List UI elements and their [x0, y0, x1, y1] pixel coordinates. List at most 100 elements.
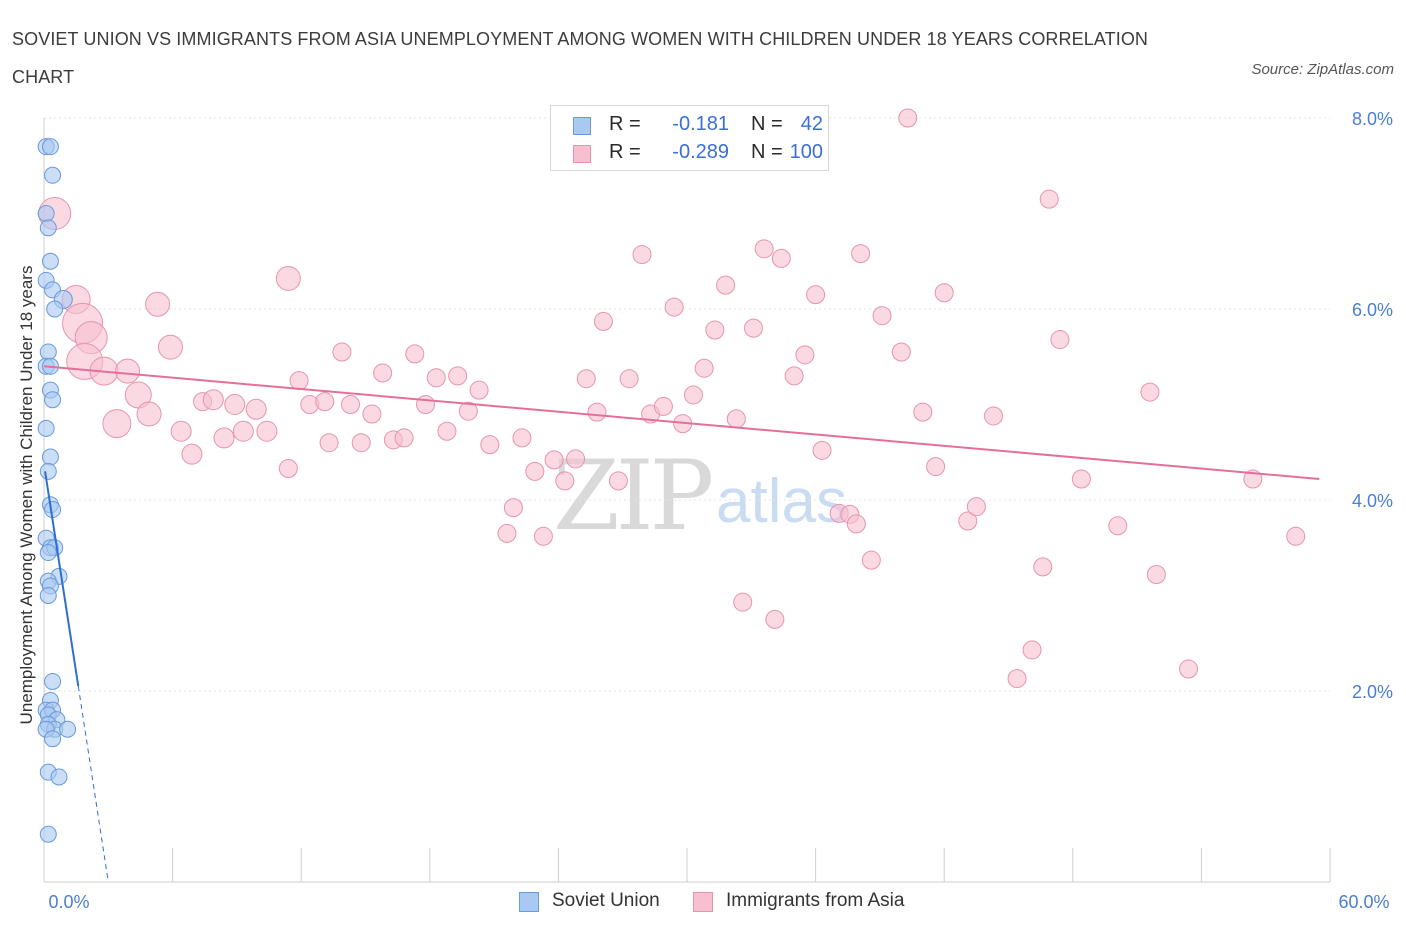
y-axis-title: Unemployment Among Women with Children U…: [17, 266, 36, 725]
r-label: R =: [609, 141, 641, 163]
point-immigrants-from-asia: [934, 283, 954, 303]
point-soviet-union: [39, 462, 57, 480]
point-immigrants-from-asia: [683, 385, 703, 405]
point-immigrants-from-asia: [664, 297, 684, 317]
point-immigrants-from-asia: [245, 398, 267, 420]
point-immigrants-from-asia: [256, 420, 278, 442]
point-immigrants-from-asia: [170, 420, 192, 442]
x-axis-ticks: [43, 848, 1331, 882]
point-soviet-union: [44, 166, 62, 184]
point-immigrants-from-asia: [795, 345, 815, 365]
point-immigrants-from-asia: [1039, 189, 1059, 209]
point-immigrants-from-asia: [1033, 557, 1053, 577]
point-immigrants-from-asia: [533, 526, 553, 546]
legend-label-immigrants-from-asia: Immigrants from Asia: [726, 890, 905, 911]
point-immigrants-from-asia: [458, 401, 478, 421]
point-immigrants-from-asia: [469, 380, 489, 400]
point-immigrants-from-asia: [232, 420, 254, 442]
source-label: Source: ZipAtlas.com: [1251, 61, 1394, 78]
point-immigrants-from-asia: [566, 449, 586, 469]
point-soviet-union: [41, 138, 59, 156]
point-immigrants-from-asia: [275, 265, 301, 291]
point-immigrants-from-asia: [694, 358, 714, 378]
series-legend: Soviet Union Immigrants from Asia: [0, 889, 1406, 915]
trend-lines: [43, 365, 1320, 883]
point-immigrants-from-asia: [632, 245, 652, 265]
trend-line-immigrants-from-asia: [43, 365, 1320, 480]
point-immigrants-from-asia: [202, 389, 224, 411]
y-tick-label: 6.0%: [1352, 300, 1393, 320]
point-immigrants-from-asia: [555, 471, 575, 491]
point-immigrants-from-asia: [224, 394, 246, 415]
point-immigrants-from-asia: [480, 435, 500, 455]
point-immigrants-from-asia: [619, 369, 639, 389]
point-soviet-union: [37, 205, 55, 222]
point-immigrants-from-asia: [898, 108, 918, 128]
point-immigrants-from-asia: [608, 471, 628, 491]
point-immigrants-from-asia: [157, 334, 183, 360]
point-immigrants-from-asia: [1179, 659, 1199, 679]
y-tick-label: 8.0%: [1352, 109, 1393, 129]
point-immigrants-from-asia: [958, 511, 978, 531]
point-immigrants-from-asia: [587, 402, 607, 422]
point-immigrants-from-asia: [913, 402, 933, 422]
point-immigrants-from-asia: [1108, 516, 1128, 536]
data-points: [37, 108, 1306, 843]
point-soviet-union: [39, 587, 57, 604]
watermark-atlas: atlas: [716, 467, 847, 536]
point-immigrants-from-asia: [872, 306, 892, 326]
point-immigrants-from-asia: [983, 406, 1003, 426]
point-immigrants-from-asia: [1286, 526, 1306, 546]
n-label: N =: [751, 141, 783, 163]
point-immigrants-from-asia: [784, 366, 804, 386]
point-immigrants-from-asia: [705, 320, 725, 340]
point-immigrants-from-asia: [576, 369, 596, 389]
point-immigrants-from-asia: [497, 523, 517, 543]
point-soviet-union: [46, 300, 64, 318]
legend-swatch-immigrants-from-asia: [693, 892, 713, 912]
point-immigrants-from-asia: [416, 395, 436, 414]
point-immigrants-from-asia: [426, 368, 446, 388]
y-tick-label: 4.0%: [1352, 491, 1393, 511]
point-immigrants-from-asia: [181, 443, 203, 465]
point-soviet-union: [37, 419, 55, 437]
point-soviet-union: [39, 825, 57, 843]
point-immigrants-from-asia: [1146, 564, 1166, 584]
point-immigrants-from-asia: [726, 409, 746, 429]
point-soviet-union: [39, 343, 57, 361]
r-value: -0.181: [672, 113, 729, 135]
point-soviet-union: [44, 391, 62, 409]
point-immigrants-from-asia: [926, 457, 946, 477]
point-immigrants-from-asia: [1007, 669, 1027, 689]
point-immigrants-from-asia: [315, 392, 335, 412]
point-immigrants-from-asia: [1050, 330, 1070, 350]
point-immigrants-from-asia: [716, 275, 736, 295]
point-immigrants-from-asia: [966, 497, 986, 517]
point-soviet-union: [44, 672, 62, 690]
correlation-legend: R = -0.181 N = 42 R = -0.289 N = 100: [550, 105, 829, 171]
point-immigrants-from-asia: [102, 409, 132, 439]
legend-swatch-soviet-union: [519, 892, 539, 912]
n-value: 42: [800, 113, 823, 135]
legend-label-soviet-union: Soviet Union: [552, 890, 660, 911]
point-soviet-union: [41, 252, 59, 270]
point-immigrants-from-asia: [319, 433, 339, 453]
point-immigrants-from-asia: [405, 344, 425, 364]
point-immigrants-from-asia: [289, 371, 309, 391]
point-soviet-union: [39, 219, 57, 237]
point-immigrants-from-asia: [145, 291, 171, 317]
point-immigrants-from-asia: [351, 433, 371, 453]
r-label: R =: [609, 113, 641, 135]
point-immigrants-from-asia: [373, 363, 393, 383]
point-immigrants-from-asia: [136, 401, 162, 427]
point-immigrants-from-asia: [340, 395, 360, 414]
grid-lines: [43, 117, 1330, 883]
point-immigrants-from-asia: [448, 366, 468, 386]
point-immigrants-from-asia: [806, 285, 826, 305]
point-immigrants-from-asia: [544, 450, 564, 470]
point-soviet-union: [59, 720, 77, 738]
point-immigrants-from-asia: [512, 428, 532, 448]
point-soviet-union: [41, 448, 59, 466]
point-immigrants-from-asia: [891, 342, 911, 362]
